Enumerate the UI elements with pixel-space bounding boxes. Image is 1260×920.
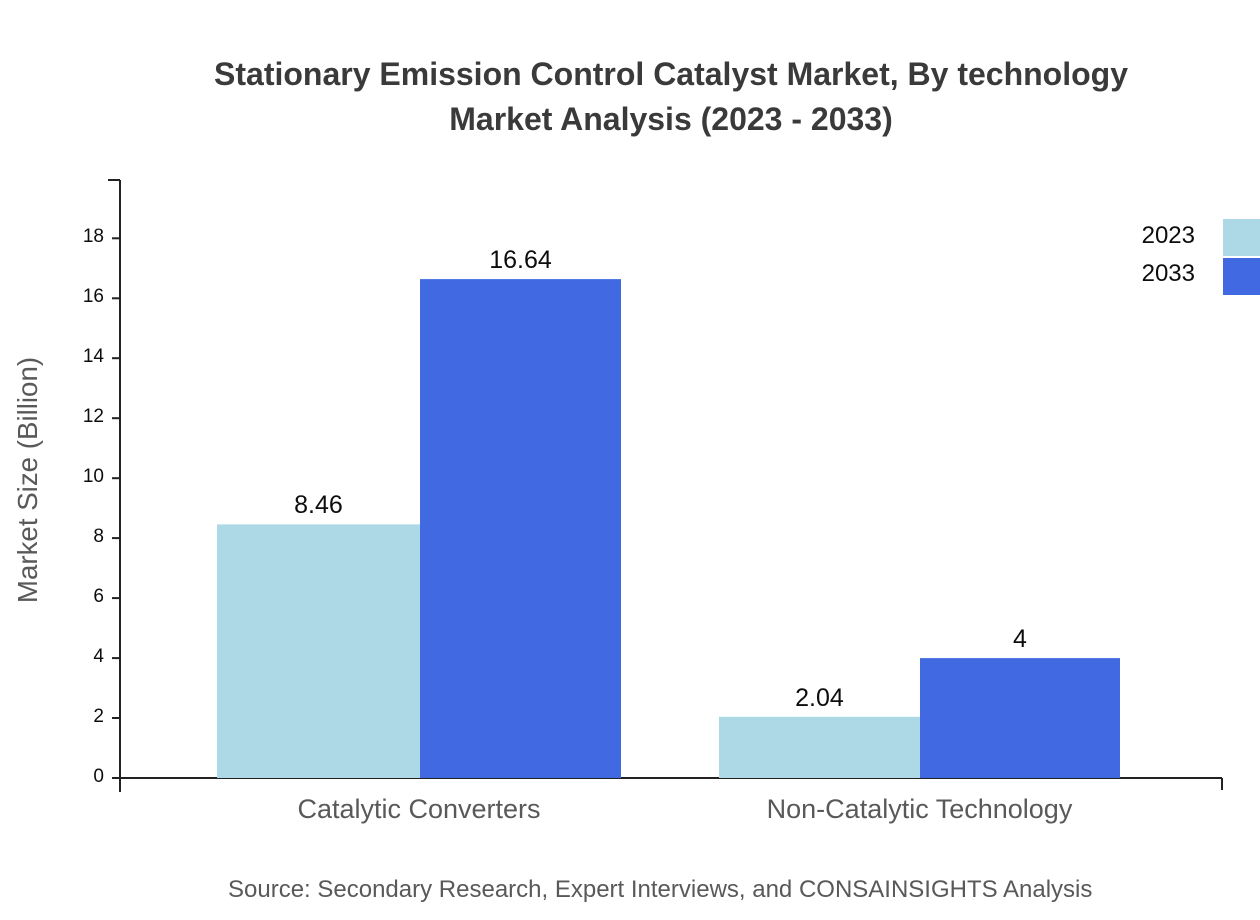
svg-text:8: 8 [93, 526, 104, 547]
svg-text:2033: 2033 [1142, 260, 1195, 287]
svg-text:4: 4 [1013, 625, 1027, 653]
svg-text:14: 14 [83, 346, 105, 367]
svg-text:2023: 2023 [1142, 222, 1195, 249]
svg-text:6: 6 [93, 586, 104, 607]
svg-text:Market Size (Billion): Market Size (Billion) [12, 357, 43, 603]
svg-text:2.04: 2.04 [795, 684, 844, 712]
svg-text:16.64: 16.64 [489, 246, 552, 274]
svg-text:10: 10 [83, 466, 104, 487]
svg-text:4: 4 [93, 646, 104, 667]
svg-text:2: 2 [93, 706, 104, 727]
svg-text:12: 12 [83, 406, 104, 427]
svg-text:Non-Catalytic Technology: Non-Catalytic Technology [767, 794, 1073, 824]
svg-text:8.46: 8.46 [294, 491, 343, 519]
svg-text:16: 16 [83, 286, 104, 307]
svg-text:0: 0 [93, 766, 104, 787]
svg-text:Catalytic Converters: Catalytic Converters [297, 794, 540, 824]
svg-text:18: 18 [83, 226, 104, 247]
